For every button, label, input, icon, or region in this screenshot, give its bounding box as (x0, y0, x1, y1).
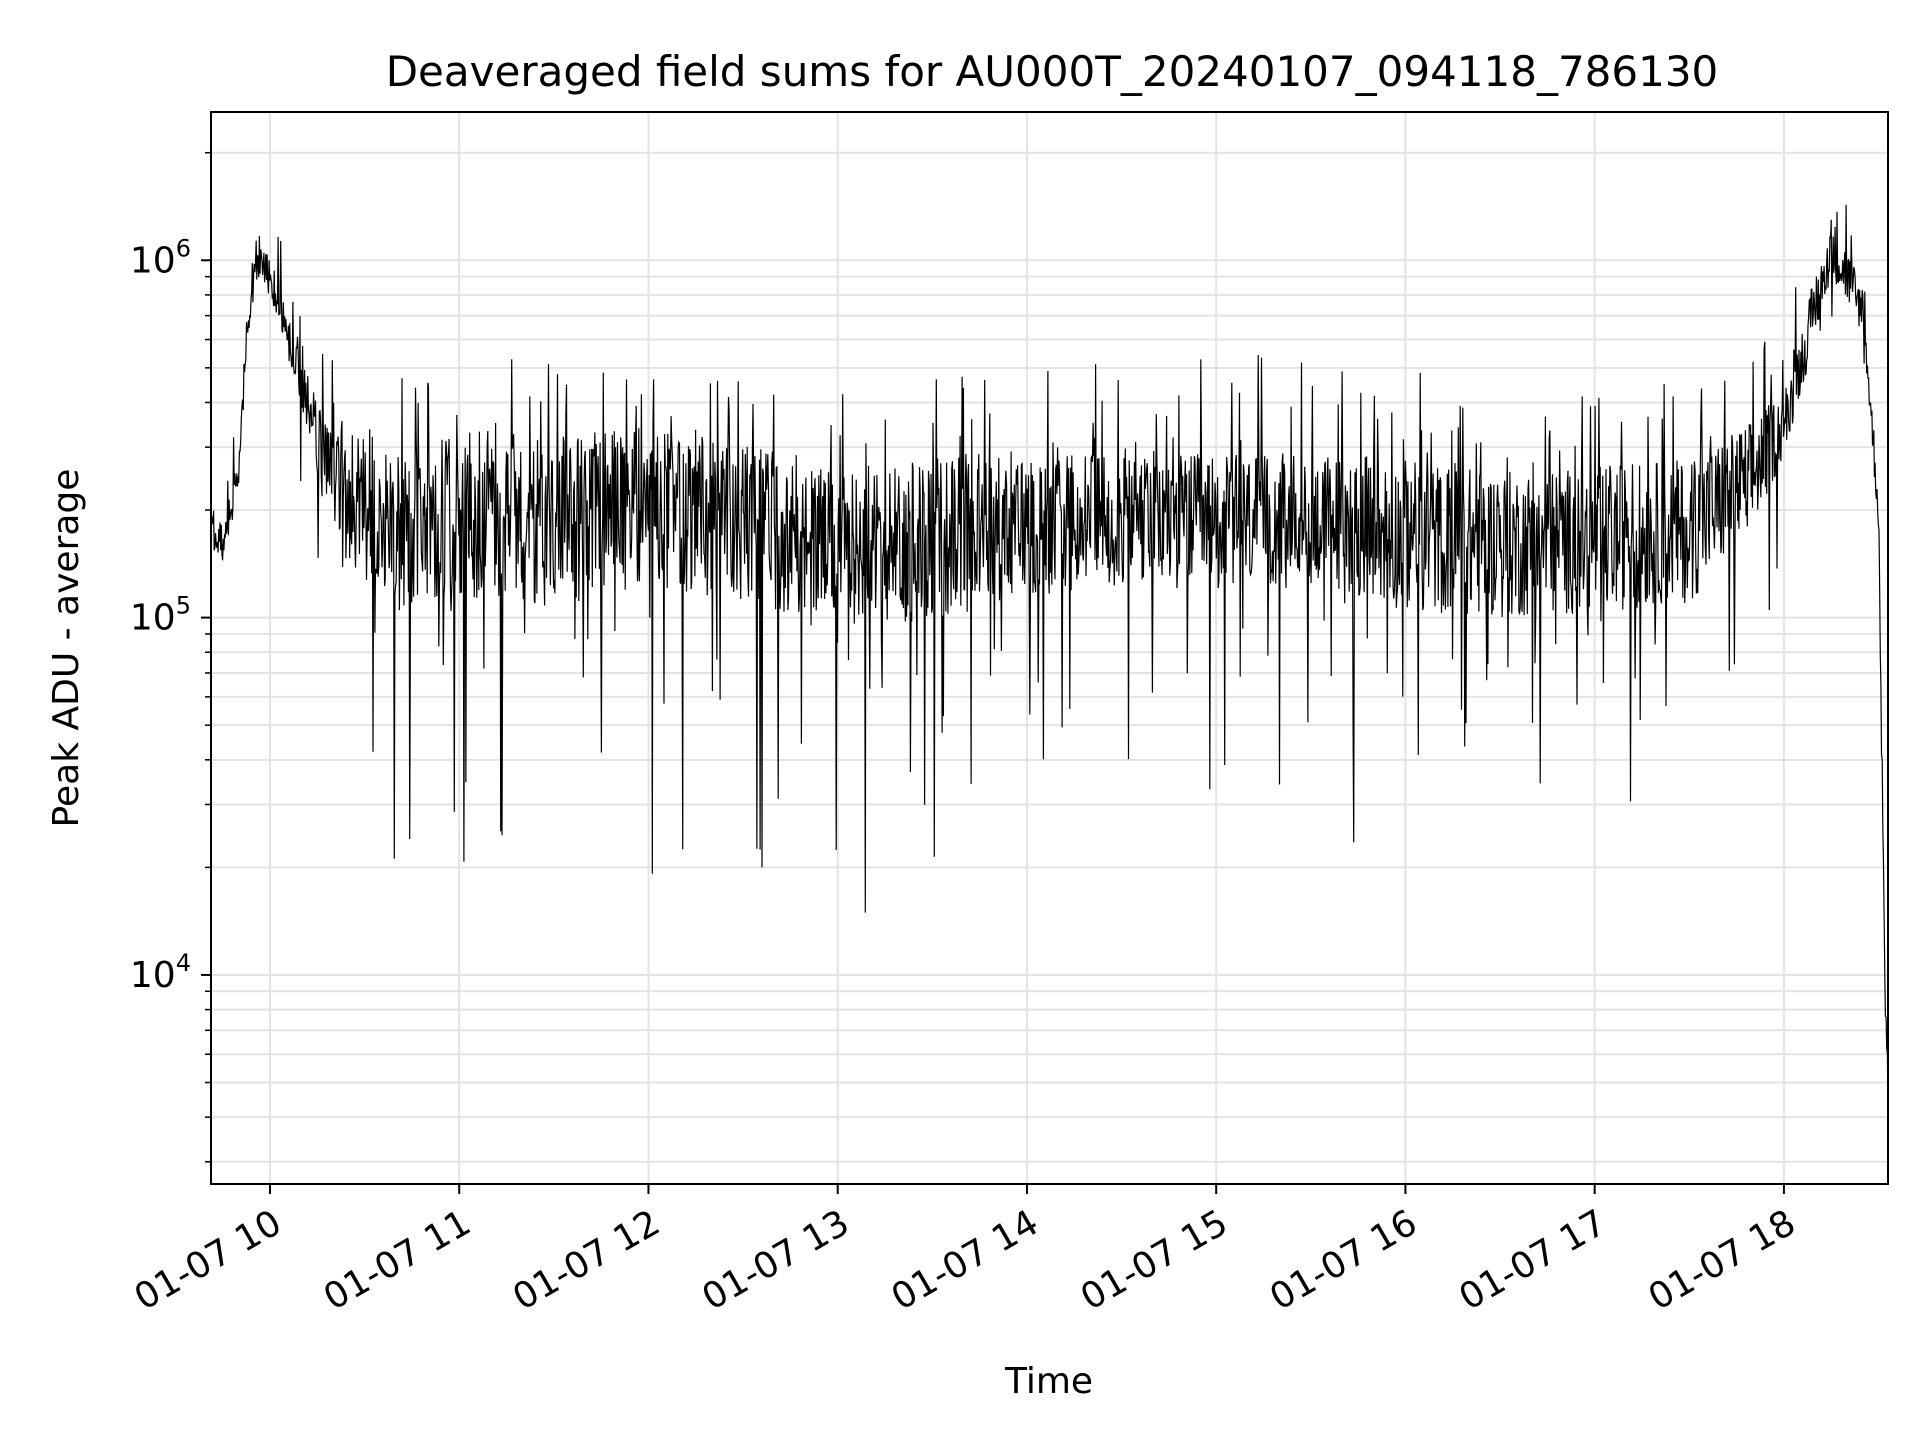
x-tick-label: 01-07 18 (1642, 1202, 1803, 1318)
chart-title: Deaveraged field sums for AU000T_2024010… (386, 47, 1719, 96)
y-tick-label-base: 10 (130, 955, 176, 996)
plot-frame (210, 111, 1889, 1185)
x-tick-label: 01-07 14 (885, 1202, 1046, 1318)
gridlines (211, 112, 1888, 1184)
y-tick-label-base: 10 (130, 598, 176, 639)
y-tick-label-exponent: 4 (176, 949, 191, 977)
x-tick-label: 01-07 10 (128, 1202, 289, 1318)
y-tick-label-base: 10 (130, 240, 176, 281)
data-line-layer (210, 204, 1889, 1117)
x-tick-label: 01-07 16 (1263, 1202, 1424, 1318)
x-tick-label: 01-07 11 (317, 1202, 478, 1318)
y-tick-label: 105 (130, 592, 191, 639)
x-tick-label: 01-07 12 (506, 1202, 667, 1318)
x-tick-label: 01-07 17 (1453, 1202, 1614, 1318)
y-tick-label: 106 (130, 234, 191, 281)
x-tick-label: 01-07 15 (1074, 1202, 1235, 1318)
x-tick-label: 01-07 13 (696, 1202, 857, 1318)
x-axis-label: Time (1004, 1361, 1093, 1402)
y-axis-label: Peak ADU - average (46, 469, 87, 828)
series-line (210, 204, 1889, 1117)
y-tick-label-exponent: 6 (176, 234, 191, 262)
x-axis: 01-07 10 01-07 11 01-07 12 01-07 13 01-07 14… (128, 1184, 1803, 1319)
y-tick-label-exponent: 5 (176, 592, 191, 620)
y-tick-label: 104 (130, 949, 191, 996)
